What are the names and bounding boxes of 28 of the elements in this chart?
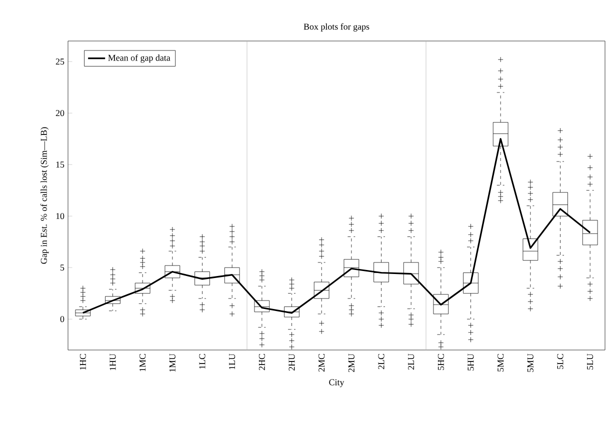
x-tick-label: 1HU — [110, 354, 116, 370]
y-tick-label: 0 — [60, 316, 64, 322]
x-tick-label: 5HU — [468, 354, 474, 370]
y-tick-label: 15 — [56, 162, 64, 168]
x-tick-label: 2HU — [288, 354, 295, 371]
x-tick-label: 2HC — [258, 354, 265, 370]
x-tick-label: 1LU — [229, 354, 236, 370]
x-tick-label: 1LC — [199, 354, 206, 369]
x-tick-label: 5LU — [587, 354, 594, 370]
x-tick-label: 1MU — [169, 354, 176, 372]
legend-label: Mean of gap data — [108, 54, 170, 63]
chart-title: Box plots for gaps — [304, 23, 370, 32]
x-tick-label: 1HC — [80, 354, 86, 370]
y-tick-label: 20 — [56, 110, 64, 116]
x-tick-label: 5LC — [557, 354, 564, 369]
x-tick-label: 2LC — [378, 354, 384, 370]
x-tick-label: 1MC — [140, 354, 146, 372]
x-tick-label: 5MU — [527, 354, 534, 372]
x-axis-title: City — [329, 379, 344, 388]
y-tick-label: 25 — [56, 58, 64, 65]
x-tick-label: 2LU — [408, 354, 414, 370]
x-tick-label: 5MC — [498, 354, 504, 372]
x-tick-label: 2MU — [348, 354, 354, 372]
x-tick-label: 2MC — [318, 354, 325, 372]
y-tick-label: 10 — [56, 213, 64, 220]
y-axis-title: Gap in Est. % of calls lost (Sim—LB) — [40, 127, 49, 264]
x-tick-label: 5HC — [438, 354, 444, 370]
y-tick-label: 5 — [60, 264, 64, 271]
